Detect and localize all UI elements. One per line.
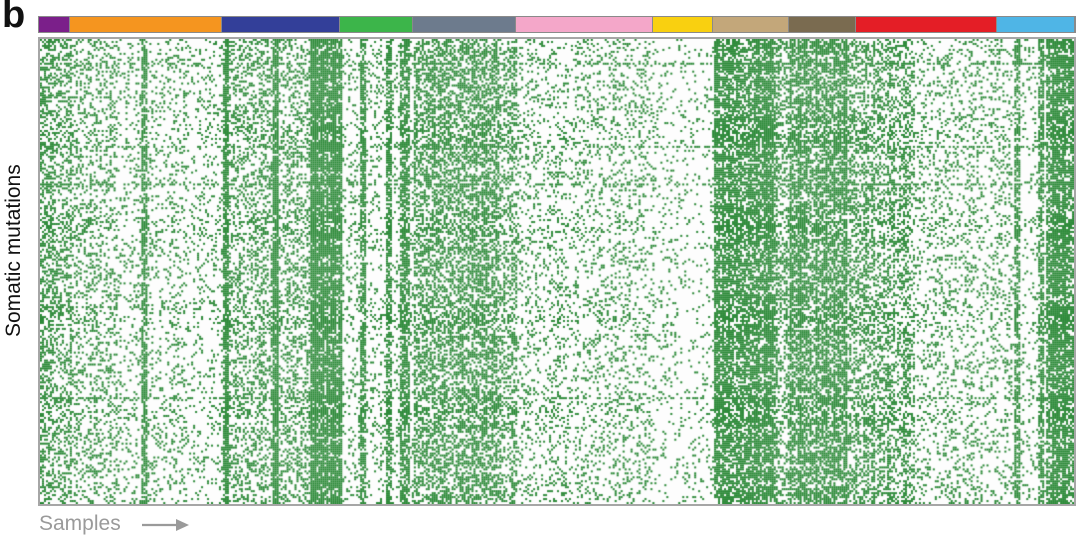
sample-group-11	[997, 17, 1075, 32]
mutation-matrix-canvas	[40, 39, 1074, 504]
sample-group-5	[412, 17, 516, 32]
x-axis-label: Samples	[39, 512, 121, 535]
sample-group-8	[713, 17, 790, 32]
sample-group-9	[789, 17, 857, 32]
sample-group-1	[39, 17, 71, 32]
sample-group-3	[222, 17, 341, 32]
sample-group-6	[515, 17, 654, 32]
sample-group-10	[856, 17, 998, 32]
sample-group-color-bar	[38, 16, 1076, 33]
panel-letter: b	[2, 0, 26, 36]
sample-group-4	[340, 17, 413, 32]
arrow-right-icon	[142, 519, 189, 531]
sample-group-2	[70, 17, 223, 32]
sample-group-7	[653, 17, 714, 32]
y-axis-label: Somatic mutations	[2, 164, 25, 337]
mutation-matrix-heatmap	[38, 37, 1076, 506]
